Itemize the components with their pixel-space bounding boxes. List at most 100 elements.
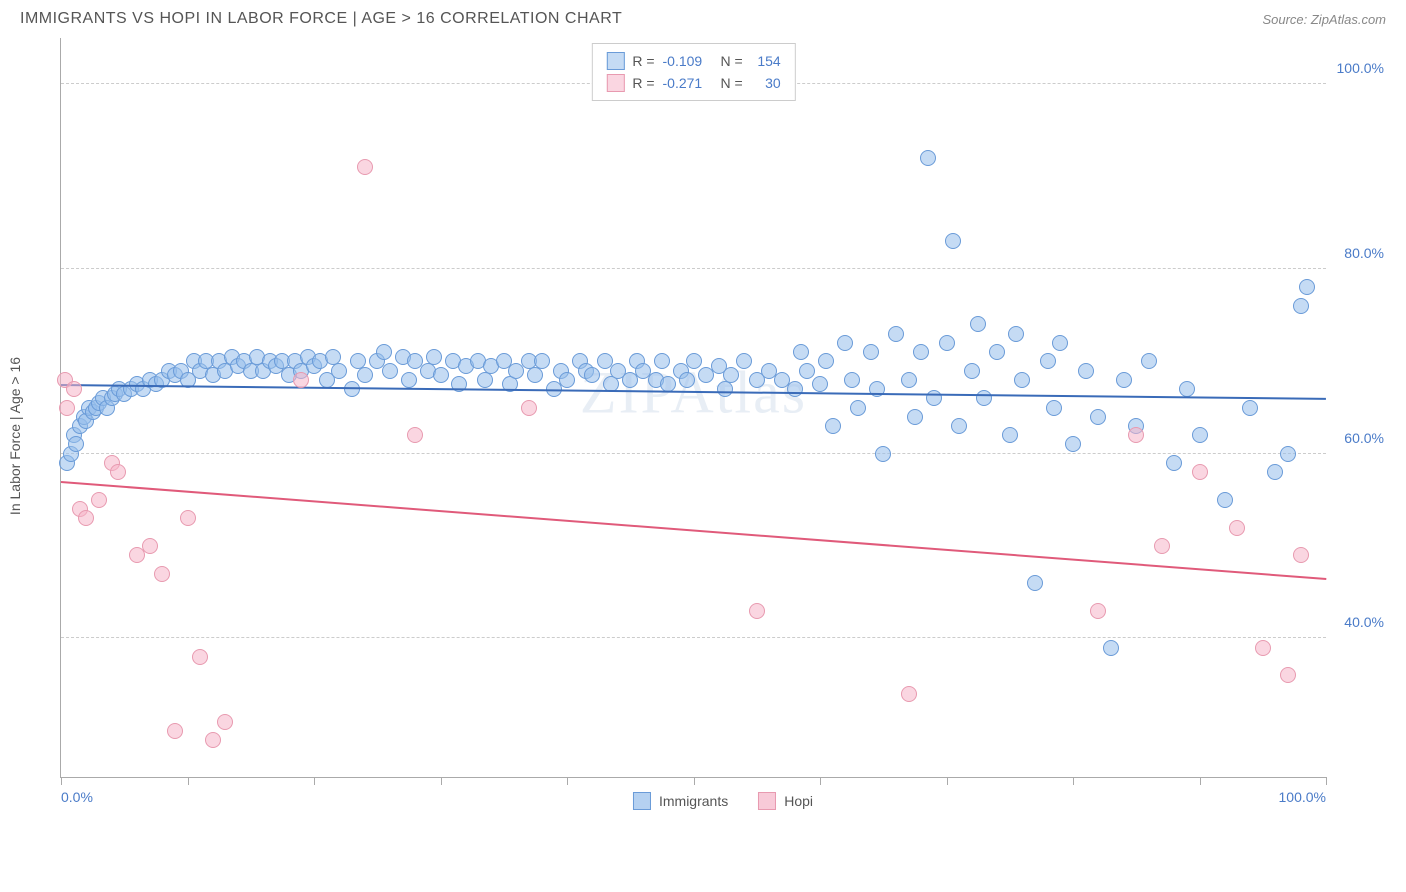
data-point bbox=[1008, 326, 1024, 342]
data-point bbox=[1027, 575, 1043, 591]
data-point bbox=[59, 400, 75, 416]
n-value: 154 bbox=[751, 53, 781, 69]
data-point bbox=[217, 714, 233, 730]
data-point bbox=[527, 367, 543, 383]
data-point bbox=[818, 353, 834, 369]
data-point bbox=[1014, 372, 1030, 388]
chart-title: IMMIGRANTS VS HOPI IN LABOR FORCE | AGE … bbox=[20, 10, 622, 28]
data-point bbox=[736, 353, 752, 369]
data-point bbox=[1192, 427, 1208, 443]
data-point bbox=[401, 372, 417, 388]
y-tick-label: 100.0% bbox=[1337, 60, 1384, 76]
chart-container: In Labor Force | Age > 16 ZIPAtlas R =-0… bbox=[60, 38, 1386, 818]
data-point bbox=[1090, 409, 1106, 425]
n-value: 30 bbox=[751, 75, 781, 91]
data-point bbox=[293, 372, 309, 388]
data-point bbox=[154, 566, 170, 582]
legend-label: Immigrants bbox=[659, 793, 728, 809]
data-point bbox=[812, 376, 828, 392]
data-point bbox=[787, 381, 803, 397]
y-axis-label: In Labor Force | Age > 16 bbox=[7, 357, 23, 515]
data-point bbox=[66, 381, 82, 397]
data-point bbox=[1280, 667, 1296, 683]
y-tick-label: 60.0% bbox=[1344, 430, 1384, 446]
data-point bbox=[976, 390, 992, 406]
legend-row: R =-0.271N =30 bbox=[606, 72, 780, 94]
data-point bbox=[521, 400, 537, 416]
x-tick-label: 0.0% bbox=[61, 789, 93, 805]
data-point bbox=[951, 418, 967, 434]
data-point bbox=[1046, 400, 1062, 416]
data-point bbox=[376, 344, 392, 360]
data-point bbox=[192, 649, 208, 665]
data-point bbox=[1229, 520, 1245, 536]
legend-swatch bbox=[606, 74, 624, 92]
series-legend: Immigrants Hopi bbox=[633, 792, 813, 810]
data-point bbox=[68, 436, 84, 452]
y-tick-label: 80.0% bbox=[1344, 245, 1384, 261]
data-point bbox=[1090, 603, 1106, 619]
data-point bbox=[793, 344, 809, 360]
data-point bbox=[939, 335, 955, 351]
data-point bbox=[686, 353, 702, 369]
data-point bbox=[844, 372, 860, 388]
data-point bbox=[407, 427, 423, 443]
gridline bbox=[61, 268, 1326, 269]
data-point bbox=[1280, 446, 1296, 462]
data-point bbox=[1116, 372, 1132, 388]
legend-label: Hopi bbox=[784, 793, 813, 809]
legend-swatch bbox=[758, 792, 776, 810]
data-point bbox=[964, 363, 980, 379]
r-label: R = bbox=[632, 75, 654, 91]
x-tick bbox=[1326, 777, 1327, 785]
x-tick bbox=[694, 777, 695, 785]
x-tick-label: 100.0% bbox=[1279, 789, 1326, 805]
data-point bbox=[382, 363, 398, 379]
data-point bbox=[91, 492, 107, 508]
data-point bbox=[945, 233, 961, 249]
source-attribution: Source: ZipAtlas.com bbox=[1262, 12, 1386, 27]
trend-line bbox=[61, 481, 1326, 580]
data-point bbox=[717, 381, 733, 397]
data-point bbox=[901, 372, 917, 388]
data-point bbox=[723, 367, 739, 383]
legend-item: Hopi bbox=[758, 792, 813, 810]
data-point bbox=[584, 367, 600, 383]
legend-row: R = -0.109 N = 154 bbox=[606, 50, 780, 72]
r-label: R = bbox=[632, 53, 654, 69]
data-point bbox=[1299, 279, 1315, 295]
n-label: N = bbox=[721, 75, 743, 91]
data-point bbox=[534, 353, 550, 369]
data-point bbox=[357, 159, 373, 175]
chart-header: IMMIGRANTS VS HOPI IN LABOR FORCE | AGE … bbox=[0, 0, 1406, 33]
data-point bbox=[167, 723, 183, 739]
data-point bbox=[1078, 363, 1094, 379]
data-point bbox=[205, 732, 221, 748]
legend-swatch bbox=[633, 792, 651, 810]
data-point bbox=[875, 446, 891, 462]
data-point bbox=[825, 418, 841, 434]
data-point bbox=[1040, 353, 1056, 369]
data-point bbox=[679, 372, 695, 388]
data-point bbox=[1141, 353, 1157, 369]
r-value: -0.109 bbox=[663, 53, 713, 69]
data-point bbox=[799, 363, 815, 379]
data-point bbox=[477, 372, 493, 388]
data-point bbox=[433, 367, 449, 383]
x-tick bbox=[820, 777, 821, 785]
data-point bbox=[850, 400, 866, 416]
data-point bbox=[1128, 427, 1144, 443]
trend-line bbox=[61, 384, 1326, 400]
data-point bbox=[1065, 436, 1081, 452]
data-point bbox=[142, 538, 158, 554]
gridline bbox=[61, 637, 1326, 638]
x-tick bbox=[947, 777, 948, 785]
data-point bbox=[1293, 298, 1309, 314]
x-tick bbox=[61, 777, 62, 785]
data-point bbox=[78, 510, 94, 526]
data-point bbox=[1242, 400, 1258, 416]
data-point bbox=[1255, 640, 1271, 656]
x-tick bbox=[188, 777, 189, 785]
gridline bbox=[61, 453, 1326, 454]
n-label: N = bbox=[721, 53, 743, 69]
